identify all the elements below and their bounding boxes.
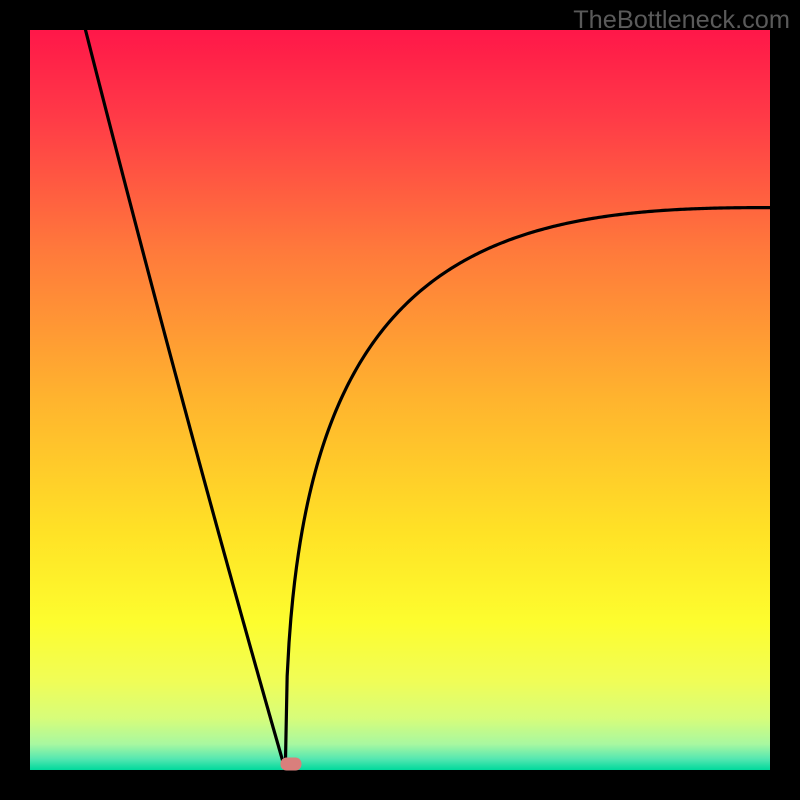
bottleneck-curve	[30, 30, 770, 770]
chart-container: TheBottleneck.com	[0, 0, 800, 800]
watermark-text: TheBottleneck.com	[573, 6, 790, 35]
optimum-marker	[281, 758, 302, 771]
plot-area	[30, 30, 770, 770]
